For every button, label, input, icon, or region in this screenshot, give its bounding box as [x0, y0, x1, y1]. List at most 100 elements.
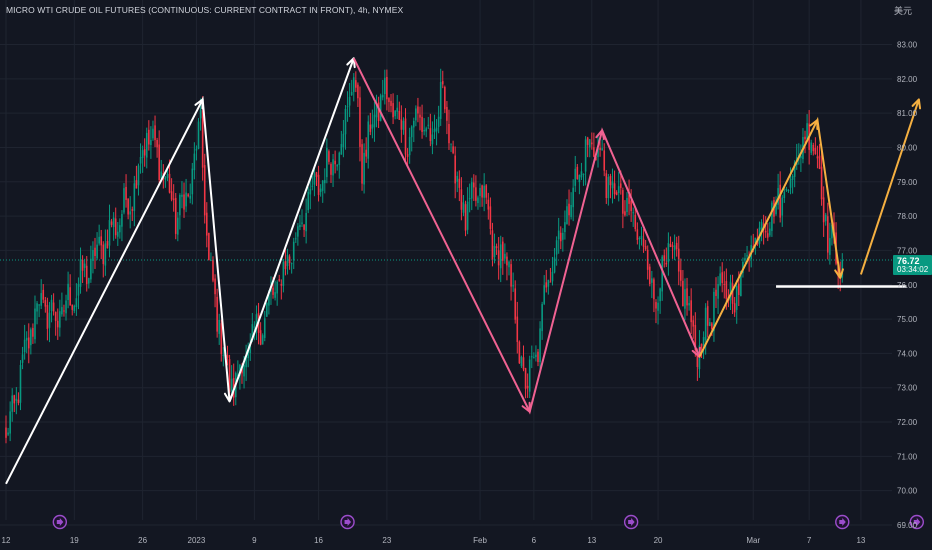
candle-body: [673, 245, 676, 250]
candle-body: [591, 142, 593, 145]
y-tick-label: 78.00: [897, 212, 918, 221]
candle-body: [338, 152, 341, 166]
candle-body: [812, 144, 815, 152]
candle-body: [837, 265, 839, 277]
candle-body: [218, 319, 221, 334]
candle-body: [259, 330, 262, 345]
candle-body: [226, 354, 229, 358]
candle-body: [241, 368, 243, 374]
candle-body: [75, 298, 78, 307]
candle-body: [243, 364, 245, 377]
candle-body: [65, 300, 67, 314]
candle-body: [746, 255, 748, 257]
candle-body: [814, 147, 817, 155]
candle-body: [512, 285, 514, 287]
candle-body: [83, 263, 86, 268]
candle-body: [307, 191, 310, 211]
candle-body: [433, 128, 436, 133]
candle-body: [769, 228, 771, 236]
candle-body: [485, 185, 488, 198]
candle-body: [13, 395, 16, 404]
candle-body: [744, 258, 746, 261]
candle-body: [791, 176, 794, 180]
candle-body: [526, 385, 529, 389]
candle-body: [284, 261, 287, 270]
candle-body: [81, 259, 84, 271]
candle-body: [580, 171, 583, 178]
candle-body: [682, 280, 684, 307]
y-tick-label: 74.00: [897, 349, 918, 358]
candle-body: [164, 177, 167, 180]
candle-body: [564, 222, 566, 233]
candle-body: [317, 174, 320, 195]
candle-body: [350, 91, 353, 96]
candle-body: [506, 256, 508, 266]
candle-body: [412, 120, 415, 128]
y-tick-label: 77.00: [897, 246, 918, 255]
candle-body: [582, 173, 585, 175]
x-axis[interactable]: 12 19 26 2023 9 16 23 Feb 6 13 20 Mar 7 13: [2, 536, 866, 545]
candle-body: [595, 156, 597, 161]
candle-body: [135, 180, 138, 189]
wave-arrowhead-white: [194, 98, 204, 110]
candle-body: [150, 139, 152, 146]
candle-body: [357, 84, 359, 99]
candle-body: [328, 151, 330, 162]
candle-body: [669, 243, 672, 248]
candle-body: [557, 230, 560, 240]
candle-body: [437, 116, 440, 127]
candle-body: [172, 198, 175, 200]
candle-body: [216, 296, 218, 332]
candle-body: [454, 155, 456, 184]
candle-body: [263, 318, 266, 338]
candle-body: [551, 271, 554, 282]
candle-body: [340, 144, 343, 155]
candle-body: [535, 354, 537, 358]
candle-body: [667, 243, 670, 263]
event-marker-icon: [52, 514, 68, 530]
candle-body: [311, 185, 314, 187]
candle-body: [237, 374, 239, 377]
candle-body: [450, 143, 452, 145]
candle-body: [363, 152, 365, 185]
candle-body: [332, 159, 334, 176]
candle-body: [25, 337, 28, 341]
candle-body: [489, 206, 492, 229]
y-axis[interactable]: 83.00 82.00 81.00 80.00 79.00 78.00 77.00 76.00…: [897, 41, 918, 531]
candle-body: [524, 368, 527, 389]
y-tick-label: 83.00: [897, 41, 918, 50]
candle-body: [321, 180, 324, 191]
candle-body: [829, 238, 831, 255]
candle-body: [110, 221, 113, 225]
candle-body: [570, 205, 572, 217]
candle-body: [377, 102, 380, 121]
x-tick-label: 9: [252, 536, 257, 545]
candle-body: [274, 292, 276, 298]
candle-body: [30, 329, 32, 346]
candle-body: [702, 337, 705, 346]
candle-body: [34, 308, 36, 340]
candle-body: [156, 140, 158, 148]
candle-body: [659, 288, 661, 302]
candle-body: [421, 116, 423, 132]
candle-body: [297, 226, 299, 237]
candle-body: [104, 243, 107, 266]
candle-body: [100, 236, 103, 246]
candle-body: [706, 306, 709, 326]
x-tick-label: 16: [314, 536, 323, 545]
candle-body: [603, 150, 606, 171]
candle-body: [71, 304, 74, 310]
candle-body: [181, 194, 183, 197]
candle-body: [584, 139, 587, 172]
wave-arrowhead-white: [223, 392, 234, 403]
candle-body: [578, 174, 581, 183]
wave-arrowhead-orange: [809, 119, 819, 131]
candlestick-series: [5, 68, 844, 444]
candle-body: [143, 149, 146, 156]
candle-body: [195, 148, 198, 151]
candle-body: [315, 172, 318, 177]
candle-body: [272, 287, 274, 295]
candle-body: [98, 236, 100, 244]
